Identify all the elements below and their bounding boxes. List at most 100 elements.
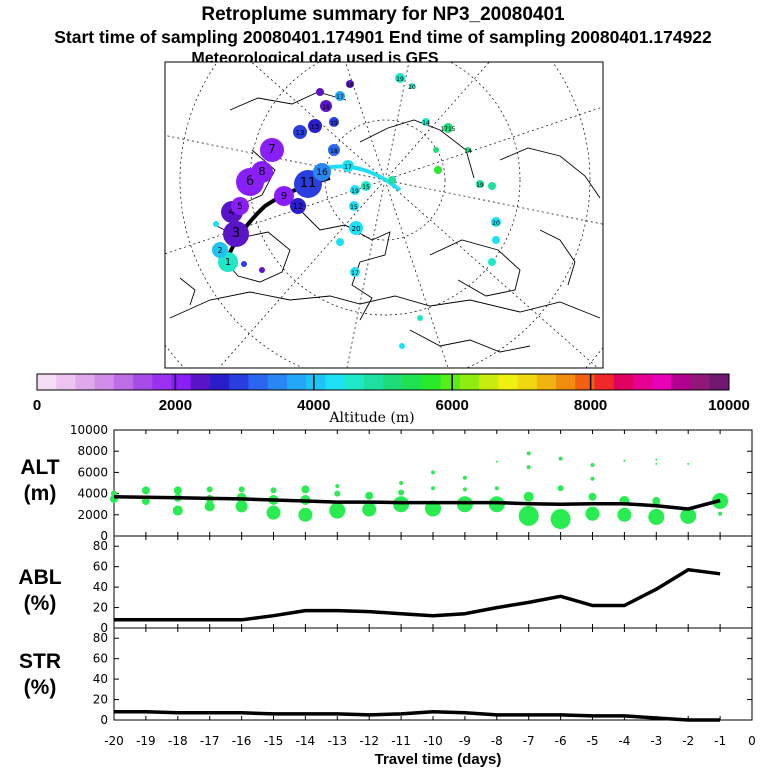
altitude-scatter-point (235, 500, 248, 513)
map-point-label: 17 (351, 270, 359, 277)
altitude-scatter-point (526, 451, 531, 456)
str-panel-label: STR (19, 650, 61, 673)
colorbar-segment (690, 374, 711, 390)
colorbar-segment (267, 374, 288, 390)
map-point (409, 83, 415, 89)
colorbar-tick-label: 0 (33, 397, 41, 414)
altitude-scatter-point (585, 506, 600, 521)
alt-line (113, 495, 721, 511)
meridian-line (384, 179, 449, 368)
coastline (169, 291, 601, 319)
altitude-scatter-point (431, 486, 435, 491)
map-point-label: 15 (311, 123, 320, 131)
altitude-scatter-point (588, 492, 597, 501)
map-point (488, 258, 496, 266)
map-point (399, 343, 405, 349)
alt-panel: 0 2000 4000 6000 8000 10000 (70, 423, 753, 543)
altitude-scatter-point (399, 481, 404, 485)
colorbar-segment (498, 374, 519, 390)
map-point (320, 100, 332, 112)
altitude-scatter-point (648, 508, 665, 525)
map-point (231, 197, 249, 215)
x-tick-label: -10 (423, 734, 443, 748)
colorbar-segment (613, 374, 634, 390)
colorbar-segment (306, 374, 326, 390)
colorbar-segment (594, 374, 615, 390)
colorbar-segment (37, 374, 57, 390)
map-point (492, 236, 500, 244)
map-point (274, 186, 294, 206)
str-panel-unit: (%) (24, 676, 57, 699)
meridian-line (346, 179, 386, 368)
colorbar-segment (190, 374, 211, 390)
map-point (349, 201, 359, 211)
y-tick-label: 60 (93, 560, 108, 574)
altitude-scatter-point (617, 507, 632, 522)
map-point (290, 198, 306, 214)
colorbar-tick-label: 6000 (436, 397, 469, 414)
meridian-line (384, 106, 603, 181)
x-tick-label: -4 (618, 734, 630, 748)
map-point-label: 13 (296, 129, 305, 137)
map-point (259, 267, 265, 273)
altitude-scatter-point (172, 505, 183, 516)
x-tick-label: -8 (491, 734, 503, 748)
x-tick-label: -1 (714, 734, 726, 748)
colorbar-segment (575, 374, 595, 390)
colorbar-tick-label: 4000 (297, 397, 330, 414)
x-tick-label: -2 (682, 734, 694, 748)
str-panel: 0 20 40 60 80 (93, 627, 753, 727)
y-tick-label: 80 (93, 631, 108, 645)
y-tick-label: 4000 (77, 487, 108, 501)
map-point (308, 119, 322, 133)
altitude-scatter-point (652, 497, 661, 506)
altitude-scatter-point (173, 486, 182, 495)
map-point-label: 20 (492, 220, 500, 227)
x-tick-label: -18 (168, 734, 188, 748)
abl-panel-label: ABL (18, 566, 61, 589)
altitude-scatter-point (623, 459, 626, 462)
altitude-scatter-point (141, 486, 150, 495)
x-tick-label: -11 (391, 734, 411, 748)
altitude-scatter-point (335, 484, 340, 489)
map-point (212, 242, 228, 258)
colorbar-segment (517, 374, 538, 390)
map-point (417, 315, 423, 321)
map-point (213, 221, 219, 227)
y-tick-label: 0 (100, 529, 108, 543)
colorbar-segment (459, 374, 480, 390)
altitude-scatter-point (680, 507, 697, 524)
map-point-label: 2 (217, 246, 222, 255)
colorbar-segment (286, 374, 307, 390)
map-point-label: 19 (396, 76, 404, 83)
map-point-label: 20 (352, 225, 361, 233)
altitude-scatter-point (687, 462, 690, 465)
x-tick-label: -20 (104, 734, 124, 748)
x-tick-label: -6 (555, 734, 567, 748)
altitude-colorbar: 0 2000 4000 6000 8000 10000 (33, 373, 750, 414)
x-tick-label: -7 (523, 734, 535, 748)
colorbar-label: Altitude (m) (328, 410, 414, 426)
altitude-scatter-point (301, 485, 310, 494)
map-point (241, 261, 247, 267)
altitude-scatter-point (365, 491, 374, 500)
title-line-2: Start time of sampling 20080401.174901 E… (54, 27, 712, 47)
x-tick-label: -13 (327, 734, 347, 748)
colorbar-segment (75, 374, 96, 390)
altitude-scatter-point (718, 511, 723, 516)
x-tick-label: -5 (587, 734, 599, 748)
x-tick-label: -12 (359, 734, 379, 748)
y-tick-label: 20 (93, 693, 108, 707)
map-point-label: 8 (259, 165, 266, 178)
colorbar-segment (325, 374, 346, 390)
map-point (395, 73, 405, 83)
altitude-scatter-point (518, 505, 539, 526)
map-point-label: 19 (476, 182, 484, 189)
map-point-label: 18 (322, 104, 330, 111)
map-point (488, 182, 496, 190)
map-point (251, 161, 273, 183)
map-point (476, 180, 484, 188)
altitude-scatter-point (431, 470, 435, 475)
altitude-scatter-point (495, 460, 498, 463)
